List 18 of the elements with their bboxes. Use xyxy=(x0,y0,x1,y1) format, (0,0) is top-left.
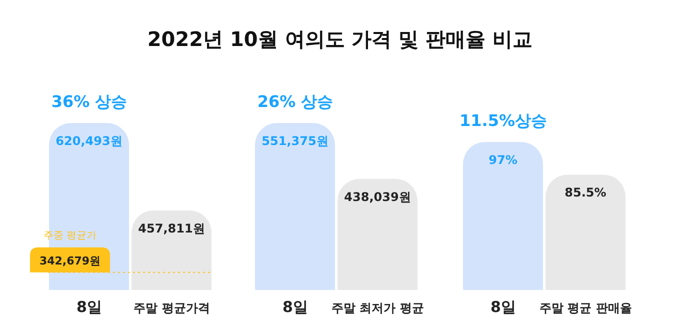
data-label: 97% xyxy=(488,153,518,167)
ref-line-label: 주중 평균가 xyxy=(43,230,97,242)
x-tick-label: 8일 xyxy=(282,298,308,316)
annotation: 342,679원 xyxy=(39,254,101,268)
x-tick-label: 주말 최저가 평균 xyxy=(332,301,424,315)
x-tick-label: 8일 xyxy=(490,298,516,316)
annotation: 11.5%상승 xyxy=(459,111,548,130)
x-tick-label: 8일 xyxy=(76,298,102,316)
data-label: 551,375원 xyxy=(262,134,328,148)
x-tick-label: 주말 평균 판매율 xyxy=(540,301,632,315)
annotation: 26% 상승 xyxy=(257,92,334,111)
data-label: 438,039원 xyxy=(344,190,411,204)
x-tick-label: 주말 평균가격 xyxy=(134,301,210,315)
data-label: 85.5% xyxy=(564,186,606,200)
data-label: 620,493원 xyxy=(56,134,122,148)
text: 2022년 10월 여의도 가격 및 판매율 비교 xyxy=(146,26,534,53)
annotation: 36% 상승 xyxy=(51,92,128,111)
data-label: 457,811원 xyxy=(138,222,205,236)
